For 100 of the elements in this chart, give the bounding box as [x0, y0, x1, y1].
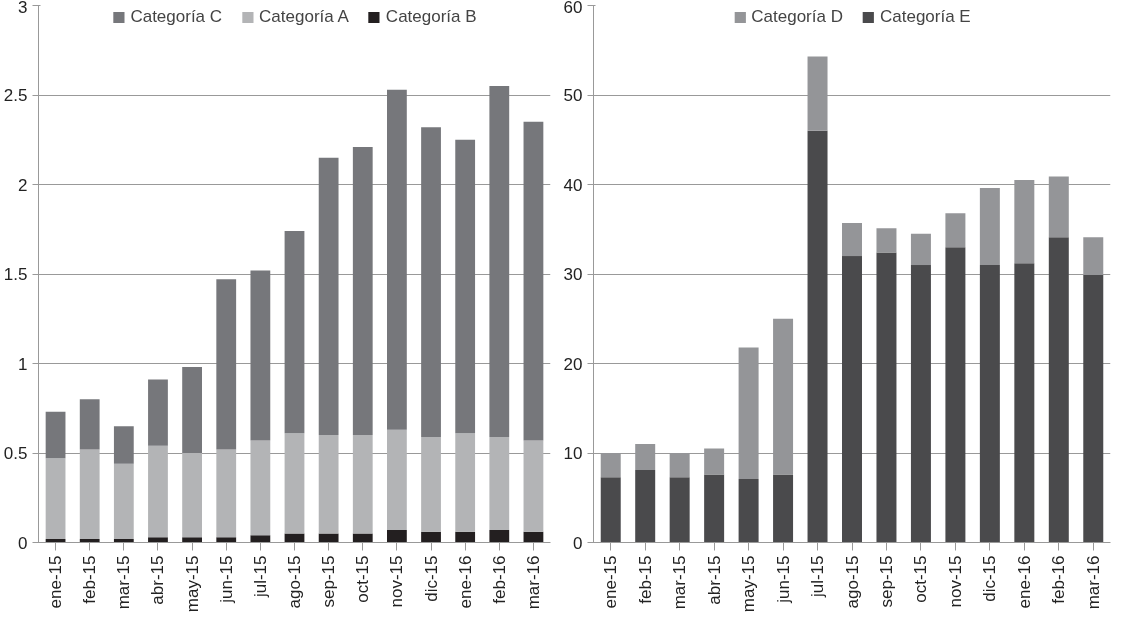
x-tick-label: feb-16: [1049, 555, 1069, 604]
legend-label: Categoría E: [879, 7, 971, 27]
bar: [421, 436, 441, 532]
bar: [523, 440, 544, 532]
legend-label: Categoría B: [385, 7, 477, 27]
x-tick-label: may-15: [739, 555, 759, 613]
bar: [489, 529, 510, 543]
bar: [1014, 180, 1035, 264]
x-tick-label: jun-15: [773, 555, 793, 604]
y-tick-label: 1: [18, 354, 28, 374]
bar: [979, 188, 1000, 266]
x-tick-label: jul-15: [250, 555, 270, 599]
bar: [79, 449, 100, 539]
bar: [704, 474, 725, 543]
bar: [842, 222, 862, 257]
bar: [182, 367, 202, 453]
bar: [876, 252, 897, 543]
x-tick-label: feb-15: [635, 555, 655, 604]
bar: [979, 265, 1000, 543]
bar: [352, 533, 373, 543]
bar: [250, 440, 271, 536]
bar: [1083, 274, 1104, 543]
bar: [945, 213, 966, 248]
bar: [352, 146, 373, 436]
bar: [352, 435, 373, 534]
x-tick-label: mar-16: [523, 555, 543, 610]
bar: [945, 247, 966, 543]
bar: [216, 449, 237, 538]
bar: [148, 445, 168, 538]
bar: [910, 265, 931, 543]
bar: [842, 256, 862, 543]
bar: [773, 474, 794, 543]
x-tick-label: sep-15: [319, 555, 339, 608]
x-tick-label: sep-15: [876, 555, 896, 608]
bar: [182, 453, 202, 538]
bar: [489, 436, 510, 530]
bar: [421, 127, 441, 437]
bar: [79, 399, 100, 450]
bar: [148, 537, 168, 543]
bar: [600, 477, 621, 543]
bar: [216, 537, 237, 543]
bar: [1083, 237, 1104, 275]
bar: [1048, 176, 1069, 238]
bar: [489, 86, 510, 437]
bar: [250, 270, 271, 441]
x-tick-label: oct-15: [911, 555, 931, 603]
x-tick-label: mar-15: [670, 555, 690, 610]
bar: [523, 121, 544, 441]
bar: [807, 130, 828, 543]
bar: [387, 429, 407, 530]
y-tick-label: 20: [563, 354, 583, 374]
y-tick-label: 50: [563, 86, 583, 105]
bar: [318, 157, 339, 436]
x-tick-label: mar-15: [114, 555, 134, 610]
legend-label: Categoría C: [130, 7, 223, 27]
x-tick-label: feb-16: [489, 555, 509, 604]
bar: [45, 458, 66, 539]
y-tick-label: 0: [18, 533, 28, 553]
x-tick-label: nov-15: [387, 555, 407, 608]
y-tick-label: 2.5: [3, 86, 28, 105]
x-tick-label: dic-15: [980, 555, 1000, 602]
bar: [455, 139, 476, 434]
x-tick-label: ago-15: [285, 555, 304, 609]
y-tick-label: 10: [563, 444, 583, 463]
y-tick-label: 3: [18, 0, 28, 17]
bar: [318, 435, 339, 534]
legend-label: Categoría D: [751, 7, 843, 27]
x-tick-label: dic-15: [421, 555, 441, 602]
bar: [284, 231, 305, 434]
bar: [635, 470, 656, 543]
bar: [387, 89, 407, 430]
y-tick-label: 60: [563, 0, 583, 17]
y-tick-label: 0.5: [3, 444, 28, 463]
bar: [216, 279, 237, 450]
y-tick-label: 2: [18, 175, 28, 195]
x-tick-label: abr-15: [704, 555, 724, 605]
bar: [148, 379, 168, 446]
x-tick-label: ene-15: [601, 555, 621, 609]
x-tick-label: oct-15: [353, 555, 373, 603]
bar: [250, 535, 271, 543]
x-tick-label: ago-15: [842, 555, 862, 609]
bar: [113, 463, 134, 539]
x-tick-label: ene-15: [46, 555, 66, 609]
bar: [455, 433, 476, 532]
x-tick-label: ene-16: [1014, 555, 1034, 609]
bar: [910, 233, 931, 266]
x-tick-label: mar-16: [1083, 555, 1103, 610]
x-tick-label: jun-15: [216, 555, 236, 604]
bar: [284, 433, 305, 534]
x-tick-label: feb-15: [80, 555, 100, 604]
x-tick-label: ene-16: [455, 555, 475, 609]
x-tick-label: abr-15: [148, 555, 168, 605]
x-tick-label: nov-15: [945, 555, 965, 608]
bar: [876, 228, 897, 253]
bar: [421, 531, 441, 543]
bar: [1014, 263, 1035, 543]
bar: [182, 537, 202, 543]
bar: [387, 529, 407, 543]
bar: [455, 531, 476, 543]
x-tick-label: may-15: [182, 555, 202, 613]
